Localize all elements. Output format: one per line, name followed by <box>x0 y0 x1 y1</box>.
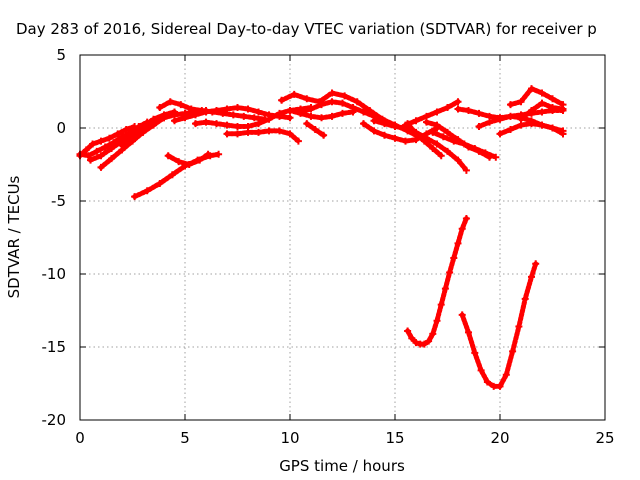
chart-title: Day 283 of 2016, Sidereal Day-to-day VTE… <box>16 20 597 38</box>
series-trace <box>88 109 177 163</box>
data-point <box>559 130 567 138</box>
series-pt-01 <box>559 130 567 138</box>
series-arc-27 <box>404 215 470 348</box>
series-arc-14 <box>286 106 357 122</box>
series-trace <box>405 121 444 159</box>
series-trace <box>77 124 138 159</box>
y-tick-label: 0 <box>56 119 66 137</box>
x-tick-label: 0 <box>75 429 85 447</box>
y-tick-label: -20 <box>42 411 67 429</box>
series-arc-11 <box>223 127 302 145</box>
plot-frame <box>79 54 606 421</box>
series-arc-15 <box>303 120 328 139</box>
series-arc-21 <box>429 128 500 161</box>
series-arc-28 <box>458 260 540 390</box>
x-tick-labels: 0 5 10 15 20 25 <box>75 429 614 447</box>
series-arc-07 <box>164 150 212 168</box>
series-trace <box>403 99 461 128</box>
series-trace <box>518 100 566 122</box>
series-arc-18 <box>402 98 462 129</box>
x-tick-label: 20 <box>490 429 509 447</box>
series-trace <box>287 108 356 121</box>
series-trace <box>304 121 327 138</box>
series-trace <box>430 129 499 160</box>
y-tick-label: 5 <box>56 46 66 64</box>
series-trace <box>298 99 398 128</box>
y-tick-label: -15 <box>42 338 67 356</box>
series-trace <box>497 121 566 137</box>
series-arc-19 <box>404 120 445 160</box>
x-tick-label: 25 <box>595 429 614 447</box>
x-tick-label: 15 <box>385 429 404 447</box>
series-trace <box>172 105 293 124</box>
series-trace <box>224 128 301 144</box>
series-trace <box>459 261 539 389</box>
series-trace <box>165 151 211 167</box>
x-tick-label: 5 <box>180 429 190 447</box>
series-arc-25 <box>507 85 567 109</box>
series-trace <box>405 216 469 347</box>
y-tick-label: -10 <box>42 265 67 283</box>
axis-ticks <box>79 54 606 421</box>
x-tick-label: 10 <box>280 429 299 447</box>
x-axis-label: GPS time / hours <box>279 457 405 475</box>
y-tick-label: -5 <box>51 192 66 210</box>
y-axis-label: SDTVAR / TECUs <box>5 175 23 298</box>
data-points <box>76 85 567 390</box>
series-trace <box>508 86 566 108</box>
y-tick-labels: 5 0 -5 -10 -15 -20 <box>42 46 67 429</box>
series-arc-26 <box>517 99 567 123</box>
